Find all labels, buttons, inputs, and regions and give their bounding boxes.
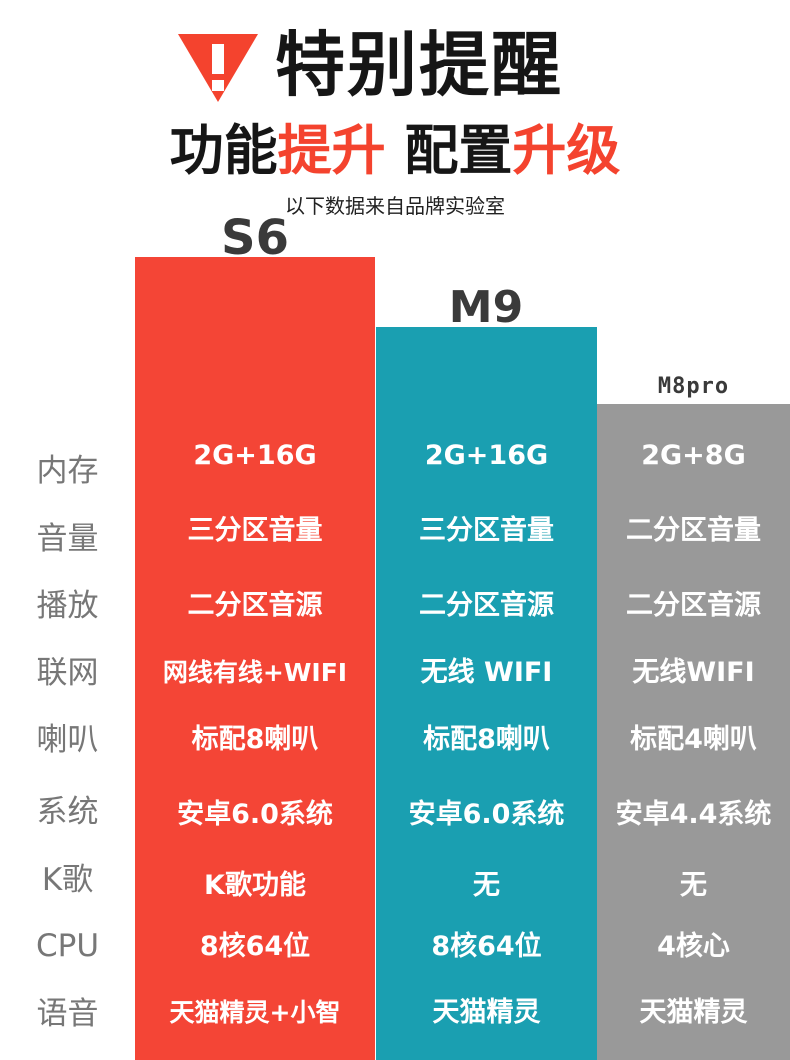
spec-value-m8pro: 天猫精灵 — [639, 997, 748, 1028]
spec-value-m8pro: 无 — [680, 870, 707, 901]
spec-value-m9: 二分区音源 — [419, 590, 554, 621]
warning-icon — [178, 34, 258, 102]
row-label: 系统 — [36, 794, 99, 830]
header: 特别提醒 — [175, 22, 595, 108]
spec-value-s6: 二分区音源 — [187, 590, 323, 621]
subtitle-part-3: 配置 — [385, 119, 513, 182]
spec-value-m9: 无线 WIFI — [420, 657, 553, 688]
subtitle-part-2: 提升 — [277, 119, 386, 182]
column-s6: 2G+16G 三分区音量二分区音源网线有线+WIFI 标配8喇叭安卓6.0系统 K歌功… — [135, 257, 375, 1060]
column-m8pro: 2G+8G 二分区音量二分区音源无线WIFI 标配4喇叭安卓4.4系统无 4核心天猫精… — [597, 404, 790, 1060]
spec-value-s6: 标配8喇叭 — [191, 724, 319, 755]
column-m9: 2G+16G 三分区音量二分区音源无线 WIFI 标配8喇叭安卓6.0系统无 8核64… — [376, 327, 597, 1060]
spec-value-m8pro: 二分区音量 — [626, 515, 761, 546]
spec-value-s6: 天猫精灵+小智 — [169, 998, 341, 1027]
row-label: CPU — [35, 928, 100, 964]
column-title-m8pro: M8pro — [657, 374, 730, 399]
spec-value-m9: 2G+16G — [424, 440, 549, 471]
spec-value-s6: 8核64位 — [199, 931, 311, 962]
column-title-s6: S6 — [221, 210, 289, 266]
spec-value-m9: 标配8喇叭 — [423, 724, 550, 755]
spec-value-m8pro: 4核心 — [657, 931, 730, 962]
spec-value-m9: 天猫精灵 — [432, 997, 541, 1028]
spec-value-m9: 三分区音量 — [419, 515, 554, 546]
spec-value-s6: 三分区音量 — [187, 515, 323, 546]
row-label: K歌 — [41, 862, 94, 898]
spec-value-m8pro: 标配4喇叭 — [630, 724, 757, 755]
spec-value-s6: 网线有线+WIFI — [162, 658, 348, 687]
subtitle-part-4: 升级 — [512, 119, 621, 182]
spec-value-m8pro: 无线WIFI — [632, 657, 755, 688]
spec-value-m8pro: 2G+8G — [641, 440, 746, 471]
spec-value-m9: 无 — [473, 870, 500, 901]
spec-value-s6: 安卓6.0系统 — [177, 799, 333, 830]
row-label: 音量 — [36, 521, 99, 557]
row-label: 播放 — [36, 588, 99, 624]
row-label: 语音 — [36, 996, 99, 1032]
subtitle: 功能提升 配置升级 — [0, 118, 790, 184]
spec-value-m9: 安卓6.0系统 — [408, 799, 565, 830]
row-label: 喇叭 — [36, 722, 99, 758]
subtitle-part-1: 功能 — [169, 119, 278, 182]
spec-value-m8pro: 安卓4.4系统 — [615, 799, 772, 830]
row-label: 联网 — [36, 655, 99, 691]
spec-value-s6: 2G+16G — [193, 440, 317, 471]
spec-value-m9: 8核64位 — [431, 931, 542, 962]
page-title: 特别提醒 — [275, 24, 563, 106]
source-note: 以下数据来自品牌实验室 — [285, 194, 505, 218]
column-title-m9: M9 — [448, 282, 524, 333]
row-label: 内存 — [36, 453, 99, 489]
spec-value-m8pro: 二分区音源 — [626, 590, 761, 621]
row-labels: 内存音量播放联网喇叭系统 K歌 CPU 语音 — [0, 0, 135, 1060]
spec-value-s6: K歌功能 — [204, 870, 306, 901]
